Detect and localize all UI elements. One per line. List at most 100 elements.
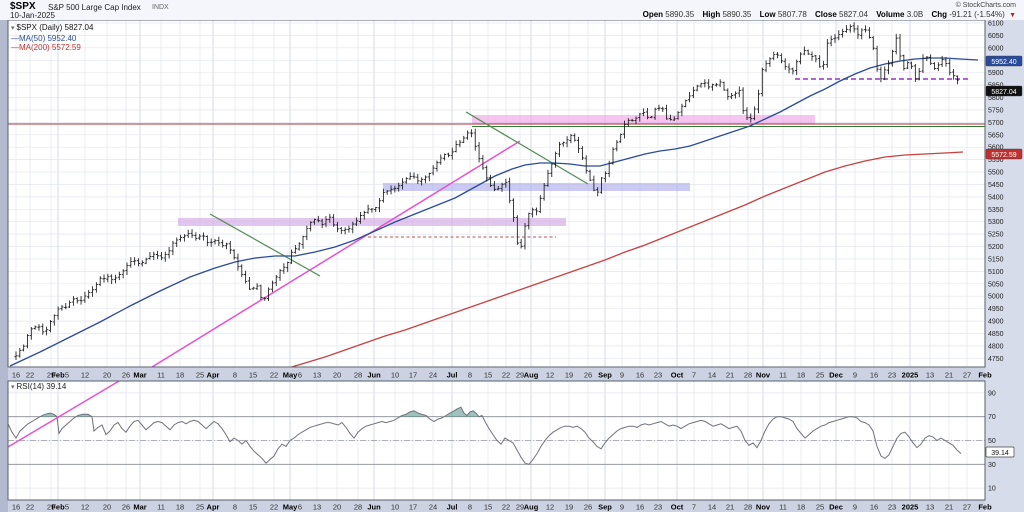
rsi-legend: ▾ RSI(14) 39.14 [11,382,66,391]
svg-text:16: 16 [12,503,20,512]
svg-text:5050: 5050 [988,281,1004,288]
svg-text:20: 20 [333,503,341,512]
svg-text:8: 8 [468,371,472,380]
svg-text:5200: 5200 [988,244,1004,251]
svg-text:21: 21 [726,503,734,512]
svg-text:6050: 6050 [988,33,1004,40]
rsi-collapse-icon[interactable]: ▾ [11,384,15,391]
panel-backgrounds [0,20,985,512]
svg-text:4900: 4900 [988,319,1004,326]
svg-text:24: 24 [429,503,437,512]
svg-text:25: 25 [196,503,204,512]
svg-text:22: 22 [502,503,510,512]
svg-text:28: 28 [744,503,752,512]
chg-label: Chg [931,10,947,19]
svg-text:26: 26 [122,503,130,512]
svg-text:20: 20 [103,371,111,380]
close-value: 5827.04 [839,10,868,19]
rsi-line [8,406,962,465]
svg-text:5600: 5600 [988,145,1004,152]
rsi-value-badge [985,446,1015,458]
svg-text:Feb: Feb [51,371,65,380]
collapse-icon[interactable]: ▾ [11,25,15,32]
svg-text:Mar: Mar [133,371,146,380]
svg-text:Oct: Oct [671,371,684,380]
svg-text:6100: 6100 [988,21,1004,28]
close-label: Close [815,10,837,19]
svg-text:Mar: Mar [133,503,146,512]
svg-text:18: 18 [797,503,805,512]
svg-text:5800: 5800 [988,95,1004,102]
svg-text:13: 13 [313,371,321,380]
svg-text:Jul: Jul [447,503,458,512]
legend-ma50-row: —MA(50) 5952.40 [11,33,77,43]
svg-text:90: 90 [988,390,996,397]
rsi-panel [8,381,985,465]
svg-text:4800: 4800 [988,343,1004,350]
svg-text:Jun: Jun [367,371,381,380]
svg-text:6: 6 [298,503,302,512]
svg-text:9: 9 [853,371,857,380]
svg-text:5550: 5550 [988,157,1004,164]
svg-text:5827.04: 5827.04 [991,89,1016,96]
svg-text:11: 11 [157,371,165,380]
svg-text:22: 22 [26,503,34,512]
svg-text:19: 19 [565,371,573,380]
svg-text:26: 26 [122,371,130,380]
svg-text:9: 9 [620,371,624,380]
moving-averages [9,57,979,367]
svg-text:5572.59: 5572.59 [991,152,1016,159]
svg-text:5952.40: 5952.40 [991,59,1016,66]
svg-text:29: 29 [47,371,55,380]
svg-text:4850: 4850 [988,331,1004,338]
svg-text:Nov: Nov [756,371,771,380]
svg-text:4750: 4750 [988,356,1004,363]
legend-spx-row: ▾ $SPX (Daily) 5827.04 [11,23,93,34]
svg-text:5650: 5650 [988,132,1004,139]
svg-text:50: 50 [988,438,996,445]
svg-text:11: 11 [779,371,787,380]
svg-text:10: 10 [988,486,996,493]
svg-text:13: 13 [926,503,934,512]
svg-text:May: May [283,503,298,512]
svg-text:Jul: Jul [447,371,458,380]
svg-text:Nov: Nov [756,503,771,512]
svg-text:16: 16 [12,371,20,380]
chart-header: $SPX S&P 500 Large Cap Index INDX © Stoc… [0,0,1024,20]
svg-text:10: 10 [391,371,399,380]
svg-text:23: 23 [888,503,896,512]
svg-text:14: 14 [708,371,716,380]
svg-text:8: 8 [468,503,472,512]
volume-value: 3.0B [906,10,924,19]
svg-text:Dec: Dec [829,371,843,380]
svg-text:Apr: Apr [207,371,220,380]
svg-text:26: 26 [584,371,592,380]
svg-text:18: 18 [176,371,184,380]
svg-text:11: 11 [779,503,787,512]
svg-text:19: 19 [565,503,573,512]
change-down-icon[interactable]: ▼ [1009,12,1016,19]
svg-text:Sep: Sep [598,371,612,380]
svg-text:39.14: 39.14 [991,450,1009,457]
green-downtrend-line-april [209,213,321,277]
svg-text:8: 8 [233,503,237,512]
svg-text:9: 9 [853,503,857,512]
svg-text:25: 25 [816,503,824,512]
svg-text:20: 20 [103,503,111,512]
ma200-line [289,151,964,367]
svg-text:5250: 5250 [988,232,1004,239]
high-value: 5890.35 [722,10,752,19]
svg-text:5750: 5750 [988,107,1004,114]
svg-text:5450: 5450 [988,182,1004,189]
svg-text:30: 30 [988,462,996,469]
support-zone-march [178,218,566,226]
svg-text:6: 6 [298,371,302,380]
svg-text:29: 29 [47,503,55,512]
svg-text:5900: 5900 [988,70,1004,77]
svg-text:5: 5 [65,503,69,512]
rsi-overbought-fill [444,407,479,417]
svg-text:25: 25 [816,371,824,380]
axis-labels: 4750 4800 4850 4900 4950 5000 5050 5100 5150 5200… [12,21,1004,512]
svg-text:15: 15 [484,503,492,512]
svg-text:4950: 4950 [988,306,1004,313]
